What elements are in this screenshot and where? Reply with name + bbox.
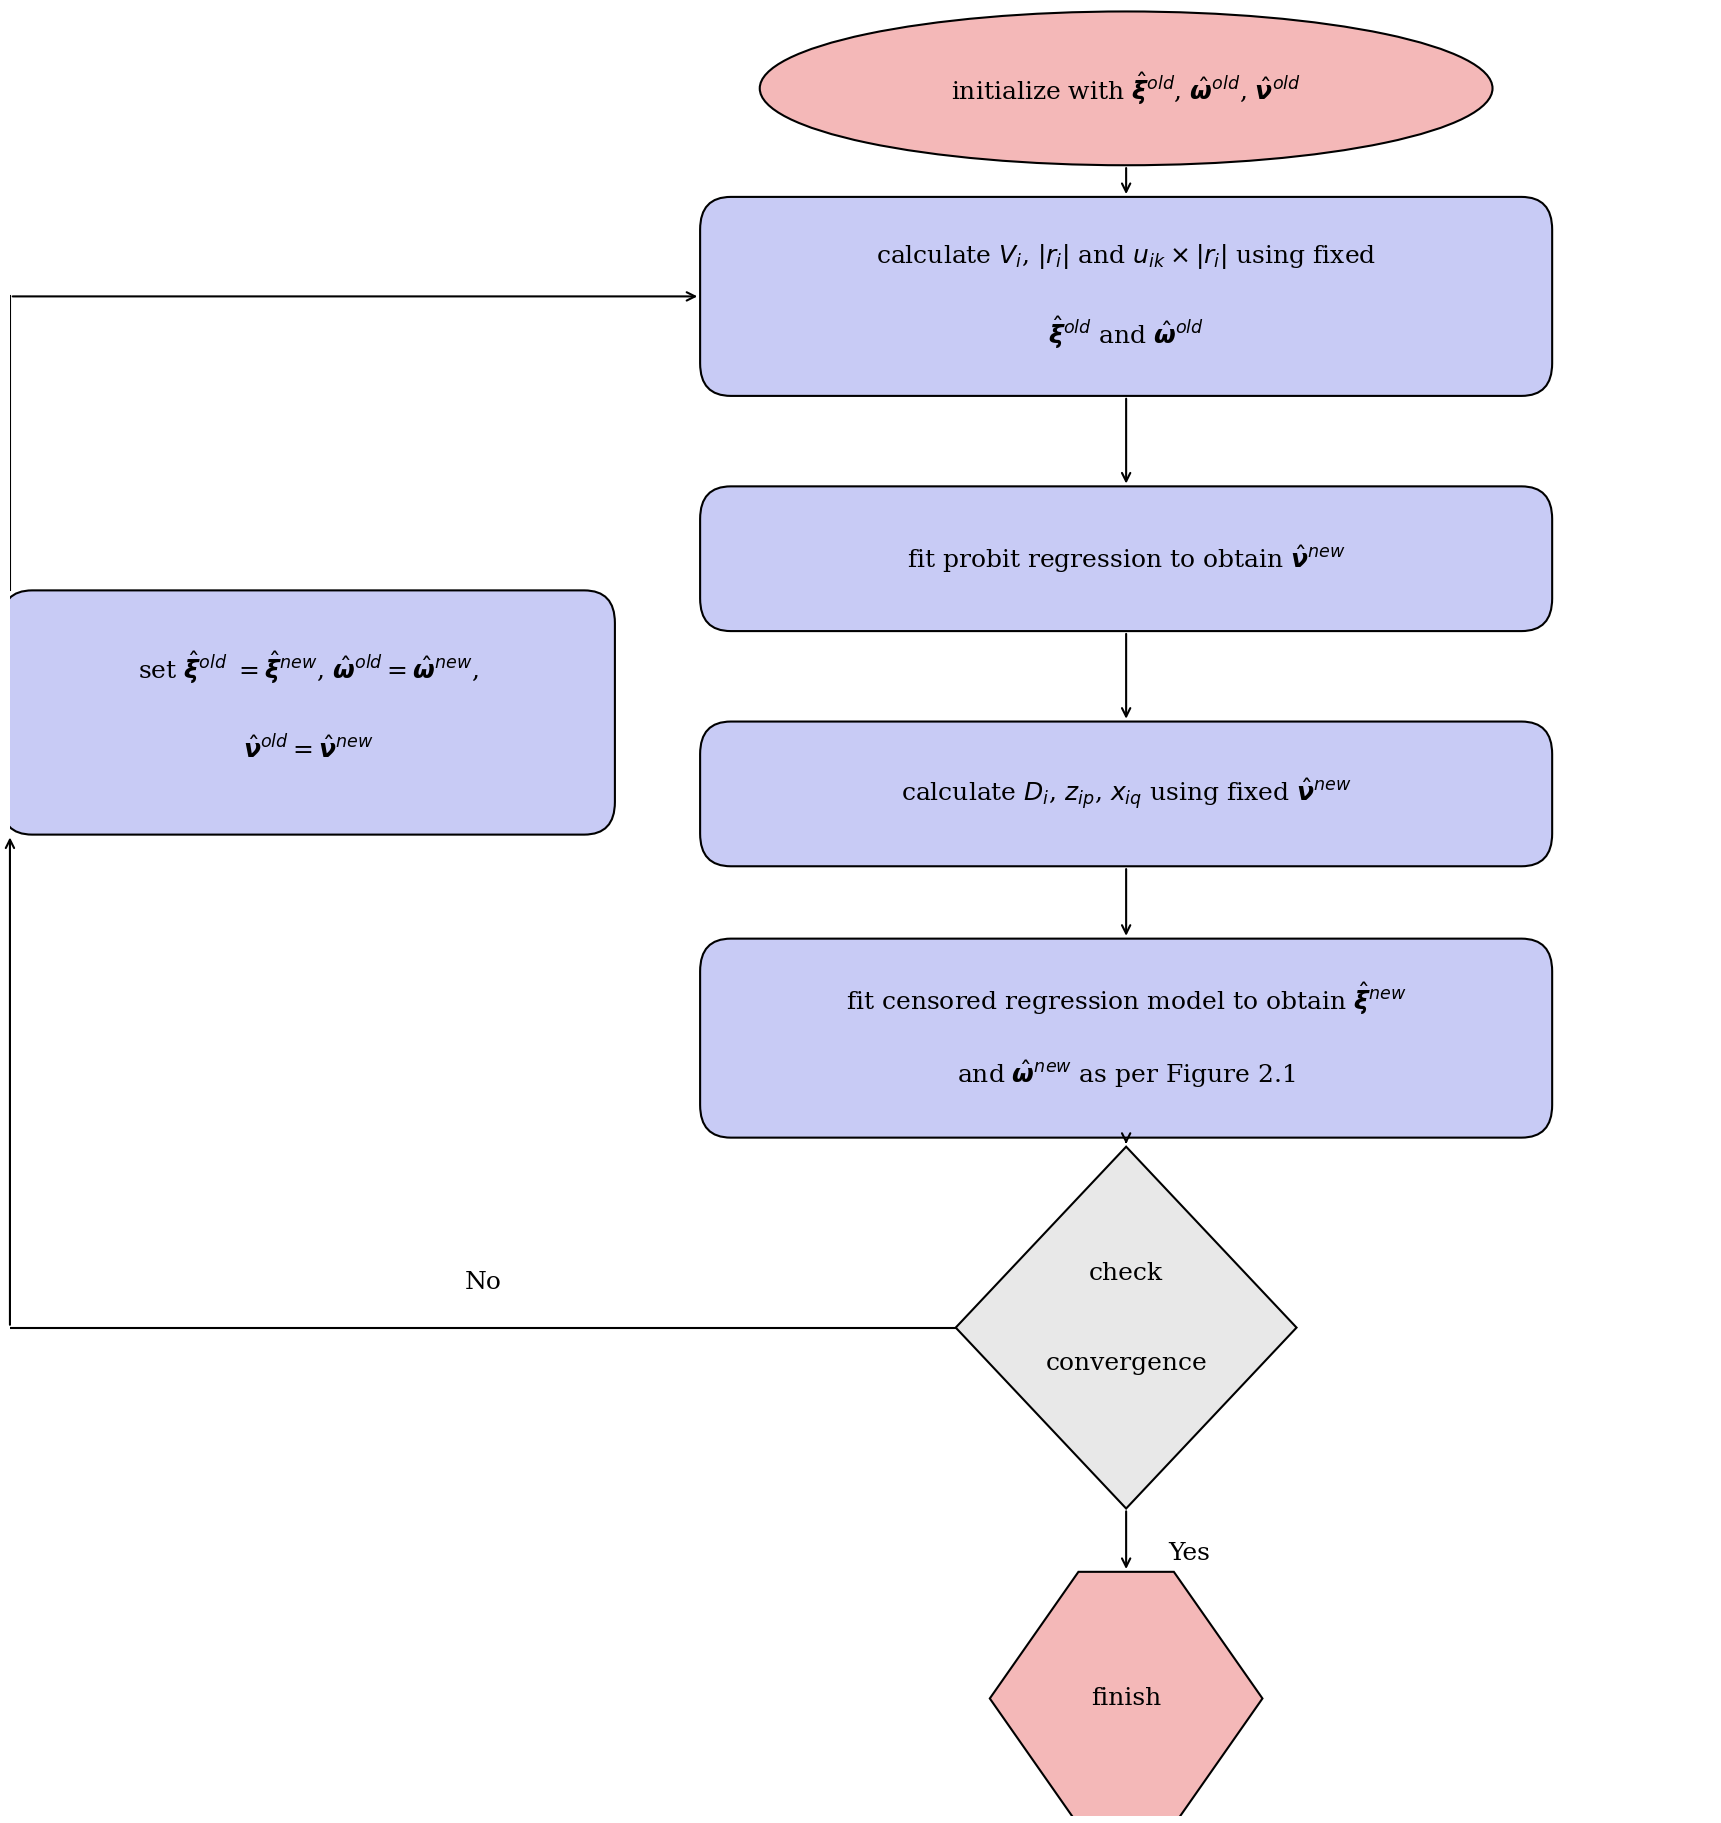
FancyBboxPatch shape xyxy=(700,939,1552,1138)
Text: set $\hat{\boldsymbol{\xi}}^{old}$ $=\hat{\boldsymbol{\xi}}^{new}$, $\hat{\bolds: set $\hat{\boldsymbol{\xi}}^{old}$ $=\ha… xyxy=(138,649,478,685)
Text: No: No xyxy=(465,1271,501,1294)
FancyBboxPatch shape xyxy=(700,197,1552,396)
FancyBboxPatch shape xyxy=(700,722,1552,866)
Text: calculate $D_i$, $z_{ip}$, $x_{iq}$ using fixed $\hat{\boldsymbol{\nu}}^{new}$: calculate $D_i$, $z_{ip}$, $x_{iq}$ usin… xyxy=(900,777,1351,811)
Ellipse shape xyxy=(759,11,1492,166)
FancyBboxPatch shape xyxy=(700,487,1552,631)
Text: initialize with $\hat{\boldsymbol{\xi}}^{old}$, $\hat{\boldsymbol{\omega}}^{old}: initialize with $\hat{\boldsymbol{\xi}}^… xyxy=(952,69,1301,108)
FancyBboxPatch shape xyxy=(2,591,614,835)
Text: and $\hat{\boldsymbol{\omega}}^{new}$ as per Figure 2.1: and $\hat{\boldsymbol{\omega}}^{new}$ as… xyxy=(957,1059,1296,1090)
Text: fit censored regression model to obtain $\hat{\boldsymbol{\xi}}^{new}$: fit censored regression model to obtain … xyxy=(845,981,1406,1017)
Text: calculate $V_i$, $|r_i|$ and $u_{ik}\times|r_i|$ using fixed: calculate $V_i$, $|r_i|$ and $u_{ik}\tim… xyxy=(876,242,1377,272)
Text: $\hat{\boldsymbol{\xi}}^{old}$ and $\hat{\boldsymbol{\omega}}^{old}$: $\hat{\boldsymbol{\xi}}^{old}$ and $\hat… xyxy=(1048,314,1205,350)
Polygon shape xyxy=(990,1571,1263,1823)
Text: $\hat{\boldsymbol{\nu}}^{old}=\hat{\boldsymbol{\nu}}^{new}$: $\hat{\boldsymbol{\nu}}^{old}=\hat{\bold… xyxy=(243,735,373,764)
Text: finish: finish xyxy=(1091,1686,1162,1710)
Text: Yes: Yes xyxy=(1169,1542,1210,1566)
Text: check: check xyxy=(1089,1262,1163,1285)
Text: fit probit regression to obtain $\hat{\boldsymbol{\nu}}^{new}$: fit probit regression to obtain $\hat{\b… xyxy=(907,543,1346,574)
Polygon shape xyxy=(955,1147,1296,1508)
Text: convergence: convergence xyxy=(1045,1353,1206,1375)
